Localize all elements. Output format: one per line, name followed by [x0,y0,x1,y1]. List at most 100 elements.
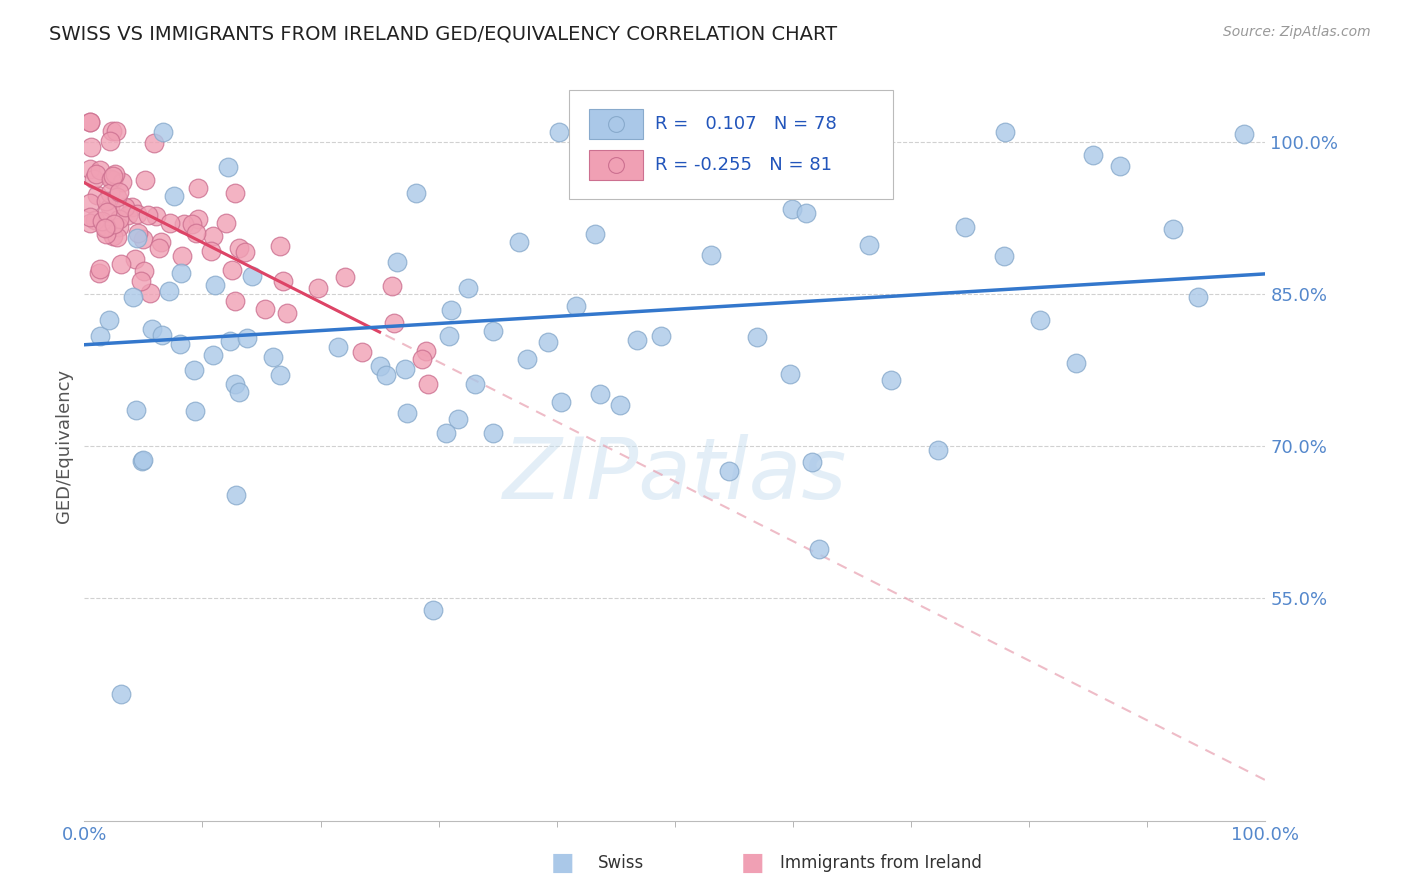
Point [326,341,349,355]
Point [858,238,880,252]
Point [86,187,108,202]
Point [139,285,162,300]
Text: SWISS VS IMMIGRANTS FROM IRELAND GED/EQUIVALENCY CORRELATION CHART: SWISS VS IMMIGRANTS FROM IRELAND GED/EQU… [49,25,838,44]
Point [100,172,122,186]
Point [1108,159,1130,173]
Point [415,343,437,358]
Point [437,329,460,343]
Point [134,173,156,187]
Point [98,312,121,326]
Point [79,206,101,220]
Point [89,262,111,277]
Point [134,263,156,277]
Point [152,125,174,139]
Point [101,173,124,187]
Point [96,219,118,234]
Point [233,245,256,260]
Point [159,216,181,230]
Point [609,398,631,412]
Point [148,241,170,255]
Point [396,406,419,420]
Point [228,242,250,256]
Point [224,376,246,391]
Point [953,220,976,235]
Point [181,217,204,231]
Point [121,200,143,214]
Point [1187,290,1209,304]
Point [131,454,153,468]
Point [129,274,152,288]
Point [1029,313,1052,327]
Point [110,686,132,700]
Point [1233,127,1256,141]
Point [253,301,276,316]
Point [89,266,111,280]
Point [187,181,209,195]
Point [122,290,145,304]
Point [368,359,391,373]
Point [374,368,396,382]
Point [204,277,226,292]
Point [801,455,824,469]
Point [84,213,107,227]
Bar [589,109,643,139]
Point [626,333,648,347]
Point [183,363,205,377]
Point [780,202,803,217]
Point [463,376,485,391]
Point [170,266,193,280]
Text: ZIPatlas: ZIPatlas [503,434,846,517]
Point [508,235,530,249]
Point [447,411,470,425]
Point [132,232,155,246]
Point [224,186,246,201]
Point [1064,356,1087,370]
Point [105,230,128,244]
Point [516,351,538,366]
Point [108,219,131,234]
Point [98,200,121,214]
Point [589,386,612,401]
Point [84,167,107,181]
Point [150,235,173,250]
Text: ■: ■ [551,851,574,874]
Point [240,268,263,283]
Point [269,238,291,252]
Point [218,160,240,174]
Point [547,125,569,139]
Point [111,175,134,189]
Point [994,125,1017,139]
Point [125,207,148,221]
Point [700,248,723,262]
Point [794,206,817,220]
Point [236,331,259,345]
Point [276,306,298,320]
Point [200,244,222,258]
Point [124,403,146,417]
Point [747,329,769,343]
Point [91,214,114,228]
Point [131,453,153,467]
Point [163,189,186,203]
FancyBboxPatch shape [568,90,893,199]
Point [79,211,101,225]
Point [269,368,291,383]
Point [150,327,173,342]
Point [550,394,572,409]
Point [169,337,191,351]
Point [807,542,830,557]
Y-axis label: GED/Equivalency: GED/Equivalency [55,369,73,523]
Point [83,171,105,186]
Point [537,335,560,350]
Point [1083,148,1105,162]
Point [96,205,118,219]
Point [218,334,240,349]
Point [157,284,180,298]
Point [145,209,167,223]
Point [101,169,124,183]
Point [717,464,740,478]
Point [481,425,503,440]
Point [141,322,163,336]
Point [108,212,131,227]
Point [993,249,1015,263]
